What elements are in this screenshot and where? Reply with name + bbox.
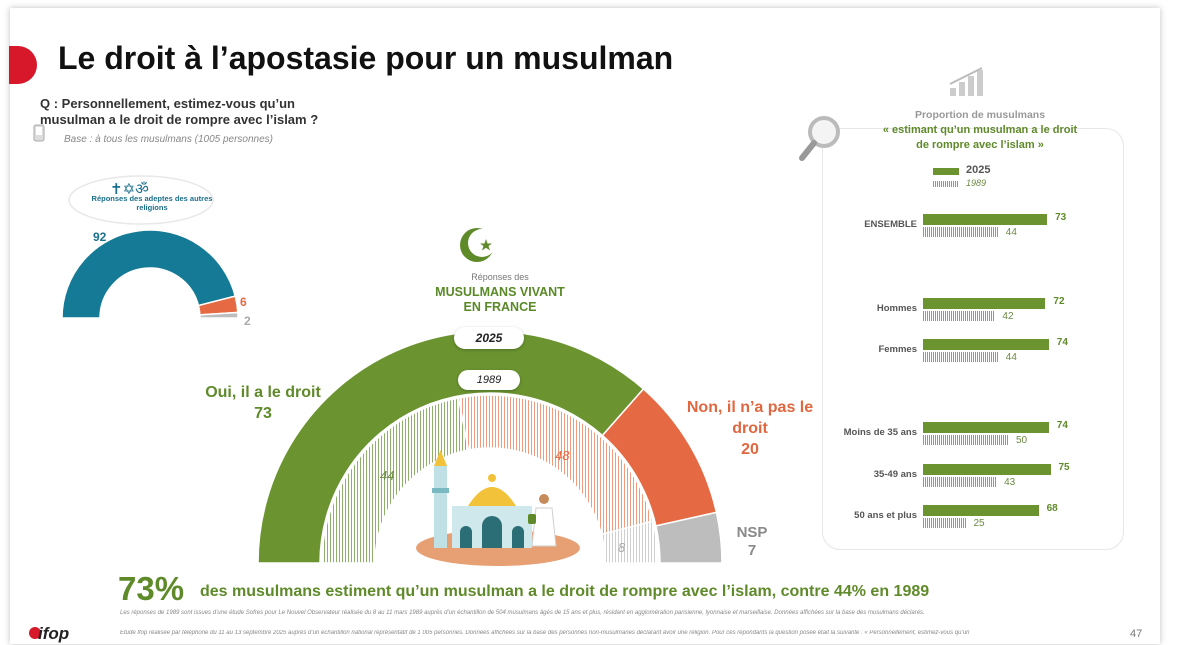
bar-1989 [923,477,997,487]
proportion-panel [822,128,1124,550]
bar-category-label: Hommes [876,303,917,314]
other-religions-label: Réponses des adeptes des autres religion… [91,194,213,212]
bar-1989-value: 25 [973,518,985,529]
panel-title-line2: « estimant qu’un musulman a le droit de … [882,124,1078,151]
bar-category-label: 35-49 ans [873,469,917,480]
nsp-label: NSP [736,524,768,541]
panel-title: Proportion de musulmans « estimant qu’un… [860,108,1100,153]
magnifier-icon [796,114,842,169]
footnote-1: Les réponses de 1989 sont issues d’une é… [120,610,925,616]
bar-1989 [923,311,995,321]
bar-1989 [923,435,1008,445]
question-text: Q : Personnellement, estimez-vous qu’un … [40,96,319,127]
bar-2025-value: 75 [1058,462,1070,473]
inner-non-value: 48 [555,448,570,463]
center-big-label: MUSULMANS VIVANT EN FRANCE [435,285,565,314]
arc-1989-nsp [600,520,659,564]
base-text: Base : à tous les musulmans (1005 person… [64,134,273,145]
other-value-oui: 92 [93,230,107,244]
other-religions-gauge [61,229,239,319]
bar-1989 [923,518,966,528]
oui-value: 73 [254,405,272,422]
phone-icon [32,124,46,147]
bar-2025 [923,214,1048,225]
legend-2025-swatch [933,168,959,175]
chart-growth-icon [948,66,988,103]
bar-2025-value: 74 [1056,337,1068,348]
oui-label: Oui, il a le droit [205,384,321,401]
nsp-label-group: NSP 7 [732,524,772,560]
crescent-star-icon [458,226,496,269]
bar-2025-value: 74 [1056,420,1068,431]
year-1989-badge: 1989 [458,370,520,390]
bar-2025 [923,505,1039,516]
bar-category-label: 50 ans et plus [854,510,917,521]
religion-symbols-icon: ✝✡ॐ [110,181,149,198]
oui-label-group: Oui, il a le droit 73 [188,382,338,424]
legend-1989-swatch [933,181,959,187]
bar-category-label: Moins de 35 ans [843,427,917,438]
legend-1989-label: 1989 [966,178,987,188]
non-label: Non, il n’a pas le droit [686,399,814,437]
arc-2025-oui [257,330,645,564]
page-title: Le droit à l’apostasie pour un musulman [58,40,674,76]
center-chart-label: Réponses des MUSULMANS VIVANT EN FRANCE [400,270,600,315]
bar-2025-value: 73 [1055,212,1067,223]
big-percentage: 73% [118,570,185,607]
ifop-logo: ifop [38,624,70,643]
mosque-illustration [408,448,588,578]
red-tab-accent [9,46,37,84]
center-small-label: Réponses des [471,272,529,282]
bar-2025 [923,339,1049,350]
inner-nsp-value: 8 [618,540,626,555]
conclusion-text: des musulmans estiment qu’un musulman a … [200,583,930,600]
non-value: 20 [741,441,759,458]
arc-2025-nsp [655,511,723,564]
other-arc-nsp [199,311,239,319]
bar-2025-value: 72 [1053,296,1065,307]
inner-oui-value: 44 [380,468,395,483]
bar-category-label: Femmes [878,344,917,355]
page-number: 47 [1130,628,1143,640]
other-value-non: 6 [240,295,247,309]
slide: Le droit à l’apostasie pour un musulman … [9,8,1160,645]
bar-category-label: ENSEMBLE [864,219,917,230]
nsp-value: 7 [747,542,757,559]
bar-1989-value: 50 [1016,435,1028,446]
year-2025-badge: 2025 [454,327,524,349]
bar-1989-value: 44 [1005,352,1017,363]
bar-1989 [923,227,998,237]
bar-2025-value: 68 [1046,503,1058,514]
bar-1989-value: 42 [1002,311,1014,322]
footnote-2: Etude Ifop réalisée par téléphone du 11 … [120,630,970,636]
other-arc-oui [61,229,237,319]
panel-title-line1: Proportion de musulmans [914,109,1046,121]
bar-2025 [923,464,1051,475]
non-label-group: Non, il n’a pas le droit 20 [680,397,820,460]
legend-2025-label: 2025 [966,164,991,176]
bar-2025 [923,422,1049,433]
bar-2025 [923,298,1046,309]
other-value-nsp: 2 [244,314,251,328]
bar-1989-value: 44 [1005,227,1017,238]
other-religions-bubble [66,174,216,231]
ifop-logo-dot [28,626,42,645]
bar-1989-value: 43 [1004,477,1016,488]
muslim-gauge [257,330,723,564]
bar-1989 [923,352,998,362]
